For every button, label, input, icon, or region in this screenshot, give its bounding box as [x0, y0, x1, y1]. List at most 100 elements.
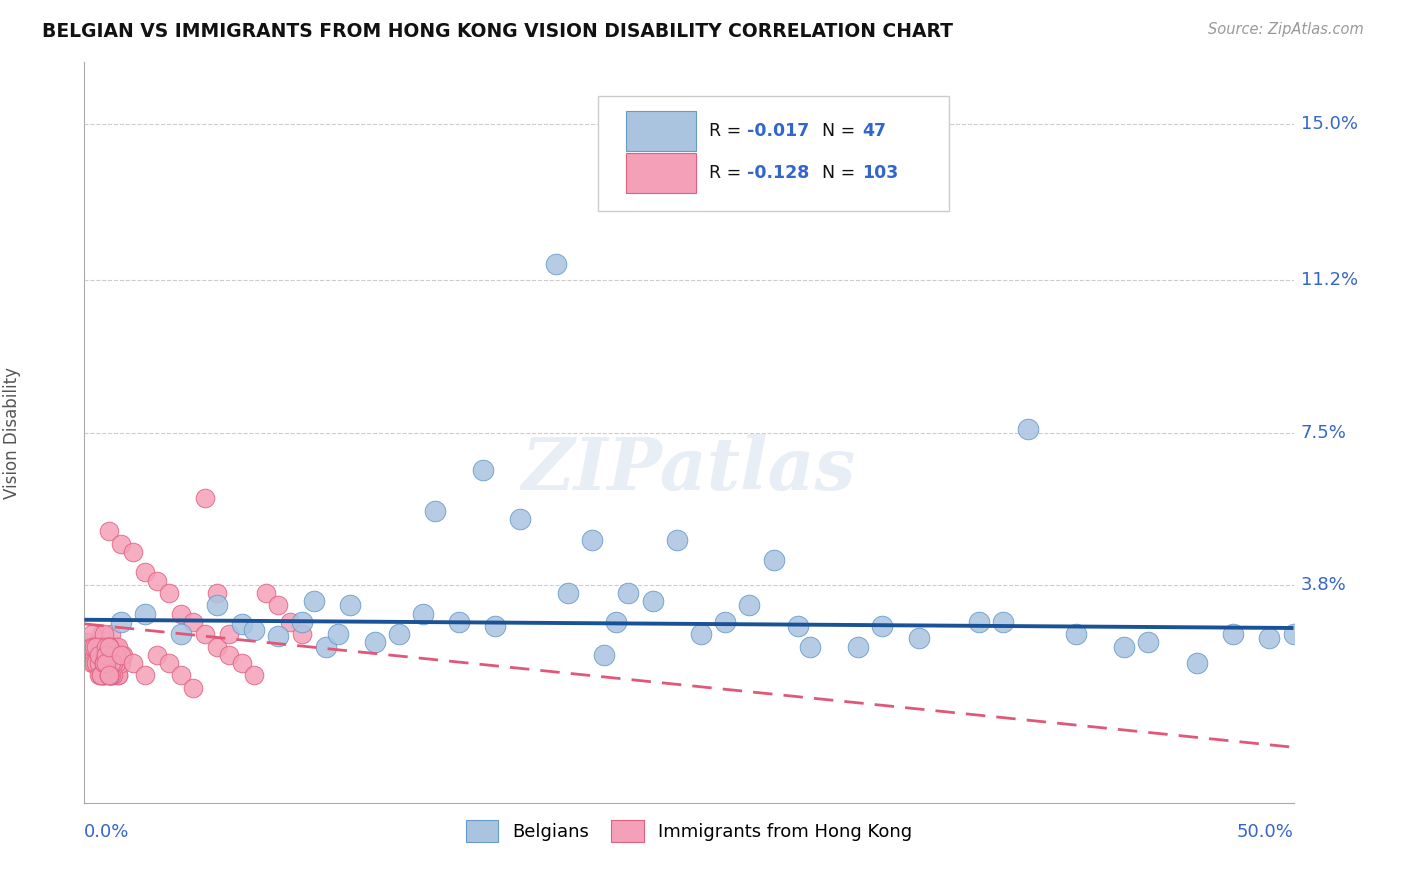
Point [97, 640, 120, 654]
Text: 47: 47 [862, 122, 886, 140]
Text: 7.5%: 7.5% [1301, 424, 1347, 442]
Point [339, 599, 361, 613]
Point [90, 648, 112, 662]
Point [181, 681, 204, 695]
Point [103, 656, 125, 670]
Point [93, 656, 115, 670]
Point [97, 524, 120, 539]
Point [86, 656, 108, 670]
Point [94, 656, 117, 670]
Point [714, 615, 737, 629]
Point [100, 668, 122, 682]
Point [412, 607, 434, 621]
Legend: Belgians, Immigrants from Hong Kong: Belgians, Immigrants from Hong Kong [458, 813, 920, 849]
Point [94, 648, 117, 662]
Point [87, 668, 110, 682]
Point [103, 656, 125, 670]
Point [110, 656, 132, 670]
Point [799, 640, 821, 654]
Point [605, 615, 627, 629]
Point [302, 594, 325, 608]
Point [207, 640, 229, 654]
Point [1017, 421, 1039, 435]
Point [104, 648, 127, 662]
Point [87, 656, 110, 670]
Point [278, 615, 301, 629]
Point [80, 627, 103, 641]
Text: R =: R = [710, 164, 747, 183]
Point [218, 648, 240, 662]
Text: 50.0%: 50.0% [1237, 823, 1294, 841]
Point [80, 656, 103, 670]
Point [90, 668, 112, 682]
Point [762, 553, 785, 567]
Point [97, 668, 120, 682]
Point [97, 640, 120, 654]
Point [80, 640, 103, 654]
Point [94, 640, 117, 654]
Point [665, 533, 688, 547]
Point [93, 627, 115, 641]
Point [107, 668, 129, 682]
Point [93, 668, 115, 682]
Point [207, 586, 229, 600]
Point [872, 619, 894, 633]
Point [86, 640, 108, 654]
Point [786, 619, 808, 633]
Point [315, 640, 337, 654]
Point [94, 648, 117, 662]
Point [94, 656, 117, 670]
Text: ZIPatlas: ZIPatlas [522, 434, 856, 505]
Text: 3.8%: 3.8% [1301, 576, 1347, 594]
Point [170, 627, 193, 641]
Point [993, 615, 1015, 629]
Point [181, 615, 204, 629]
Point [121, 545, 143, 559]
Point [103, 648, 125, 662]
Point [93, 656, 115, 670]
Point [846, 640, 869, 654]
Point [97, 640, 120, 654]
Point [86, 656, 108, 670]
Point [87, 648, 110, 662]
Point [484, 619, 506, 633]
Point [194, 627, 217, 641]
Point [93, 668, 115, 682]
Point [134, 668, 156, 682]
Text: Vision Disability: Vision Disability [3, 367, 21, 499]
Point [94, 656, 117, 670]
Point [690, 627, 713, 641]
Point [157, 586, 180, 600]
Point [93, 656, 115, 670]
Point [100, 627, 122, 641]
Point [110, 648, 132, 662]
Point [94, 640, 117, 654]
Point [110, 656, 132, 670]
Point [581, 533, 603, 547]
Point [100, 656, 122, 670]
Point [103, 668, 125, 682]
Point [328, 627, 350, 641]
Point [738, 599, 761, 613]
FancyBboxPatch shape [626, 153, 696, 194]
Text: 0.0%: 0.0% [84, 823, 129, 841]
Point [231, 656, 253, 670]
Point [134, 607, 156, 621]
Point [291, 627, 314, 641]
Point [617, 586, 640, 600]
Point [157, 656, 180, 670]
Point [254, 586, 277, 600]
Point [509, 512, 531, 526]
Point [97, 640, 120, 654]
Text: 103: 103 [862, 164, 898, 183]
Point [90, 640, 112, 654]
Point [90, 668, 112, 682]
Point [194, 491, 217, 506]
Point [267, 629, 290, 643]
Point [170, 668, 193, 682]
Point [242, 668, 264, 682]
Point [449, 615, 471, 629]
Text: N =: N = [823, 164, 860, 183]
Point [110, 536, 132, 550]
Point [1114, 640, 1136, 654]
